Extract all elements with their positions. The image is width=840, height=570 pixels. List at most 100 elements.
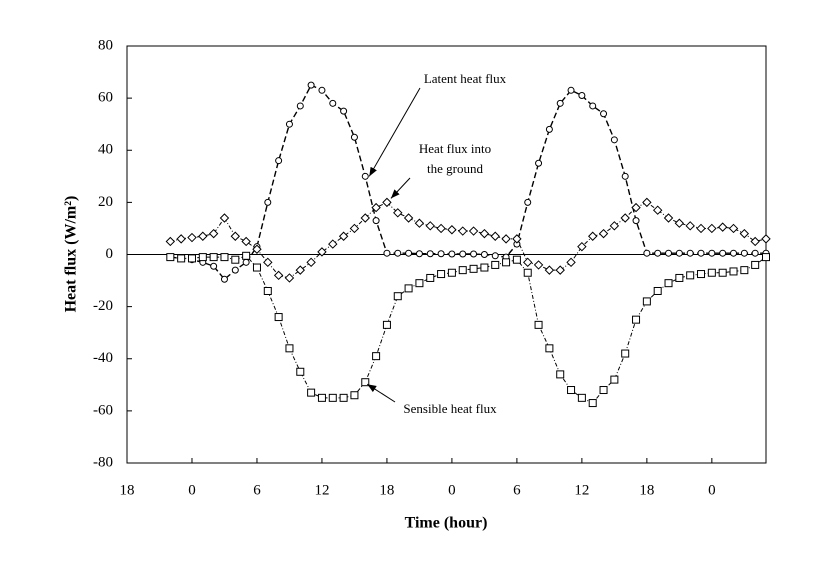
point — [556, 99, 564, 107]
point — [296, 367, 305, 376]
point — [762, 253, 770, 262]
point — [533, 260, 544, 270]
y-tick-label: 80 — [98, 37, 113, 53]
point — [328, 239, 338, 249]
point — [447, 268, 456, 277]
point — [512, 255, 521, 264]
point — [632, 217, 640, 225]
point — [707, 268, 716, 277]
point — [491, 252, 499, 260]
point — [719, 249, 727, 257]
x-tick-label: 0 — [448, 482, 456, 498]
point — [459, 250, 467, 258]
point — [339, 393, 348, 402]
point — [599, 386, 608, 395]
point — [306, 257, 316, 268]
point — [415, 250, 423, 258]
point — [361, 378, 370, 387]
point — [751, 260, 760, 269]
point — [231, 255, 240, 264]
point — [707, 223, 717, 234]
y-tick-label: 0 — [106, 246, 114, 262]
point — [404, 284, 413, 293]
point — [273, 270, 284, 281]
x-tick-label: 18 — [639, 482, 654, 498]
point — [340, 107, 348, 115]
point — [751, 249, 759, 257]
point — [523, 257, 533, 268]
point — [198, 231, 208, 241]
x-tick-label: 0 — [188, 482, 196, 498]
point — [285, 344, 294, 353]
point — [317, 393, 326, 402]
point — [545, 344, 554, 353]
point — [263, 257, 273, 268]
point — [382, 320, 391, 329]
point — [165, 236, 176, 247]
point — [437, 250, 445, 258]
point — [652, 205, 663, 215]
point — [577, 241, 587, 252]
point — [740, 266, 749, 275]
point — [535, 159, 543, 167]
point — [252, 244, 262, 254]
annotation: Heat flux into — [419, 141, 491, 156]
point — [632, 315, 641, 324]
point — [589, 102, 597, 110]
point — [609, 221, 620, 231]
point — [631, 202, 641, 213]
point — [458, 266, 467, 275]
y-tick-label: -40 — [93, 350, 113, 366]
y-tick-label: 20 — [98, 194, 113, 210]
point — [372, 217, 380, 225]
y-axis-label: Heat flux (W/m²) — [63, 196, 80, 313]
point — [242, 251, 251, 260]
point — [448, 250, 456, 258]
point — [544, 265, 555, 275]
point — [686, 271, 695, 280]
point — [187, 232, 197, 243]
point — [458, 226, 468, 236]
point — [328, 393, 337, 402]
x-tick-label: 12 — [574, 482, 589, 498]
point — [414, 218, 425, 228]
point — [717, 222, 728, 232]
annotation: Latent heat flux — [424, 71, 507, 86]
point — [405, 249, 413, 257]
point — [219, 213, 230, 223]
point — [621, 172, 629, 180]
point — [588, 231, 598, 241]
point — [610, 375, 619, 384]
point — [176, 234, 186, 244]
point — [750, 236, 760, 247]
point — [654, 249, 662, 257]
annotation: Sensible heat flux — [403, 401, 497, 416]
point — [490, 231, 500, 241]
point — [567, 386, 576, 395]
point — [447, 225, 457, 235]
point — [697, 270, 706, 279]
point — [264, 198, 272, 206]
point — [349, 223, 360, 234]
point — [730, 249, 738, 257]
point — [610, 136, 618, 144]
point — [403, 213, 414, 223]
x-axis-label: Time (hour) — [405, 515, 488, 532]
point — [740, 249, 748, 257]
point — [696, 223, 706, 234]
point — [578, 92, 586, 100]
point — [415, 279, 424, 288]
y-tick-label: -60 — [93, 402, 113, 418]
point — [275, 157, 283, 165]
point — [296, 102, 304, 110]
point — [361, 172, 369, 180]
point — [210, 262, 218, 270]
annotation-arrow — [367, 383, 396, 403]
point — [274, 313, 283, 322]
x-tick-label: 6 — [253, 482, 261, 498]
point — [566, 257, 576, 268]
point — [382, 197, 392, 208]
point — [600, 110, 608, 118]
point — [318, 86, 326, 94]
point — [665, 249, 673, 257]
